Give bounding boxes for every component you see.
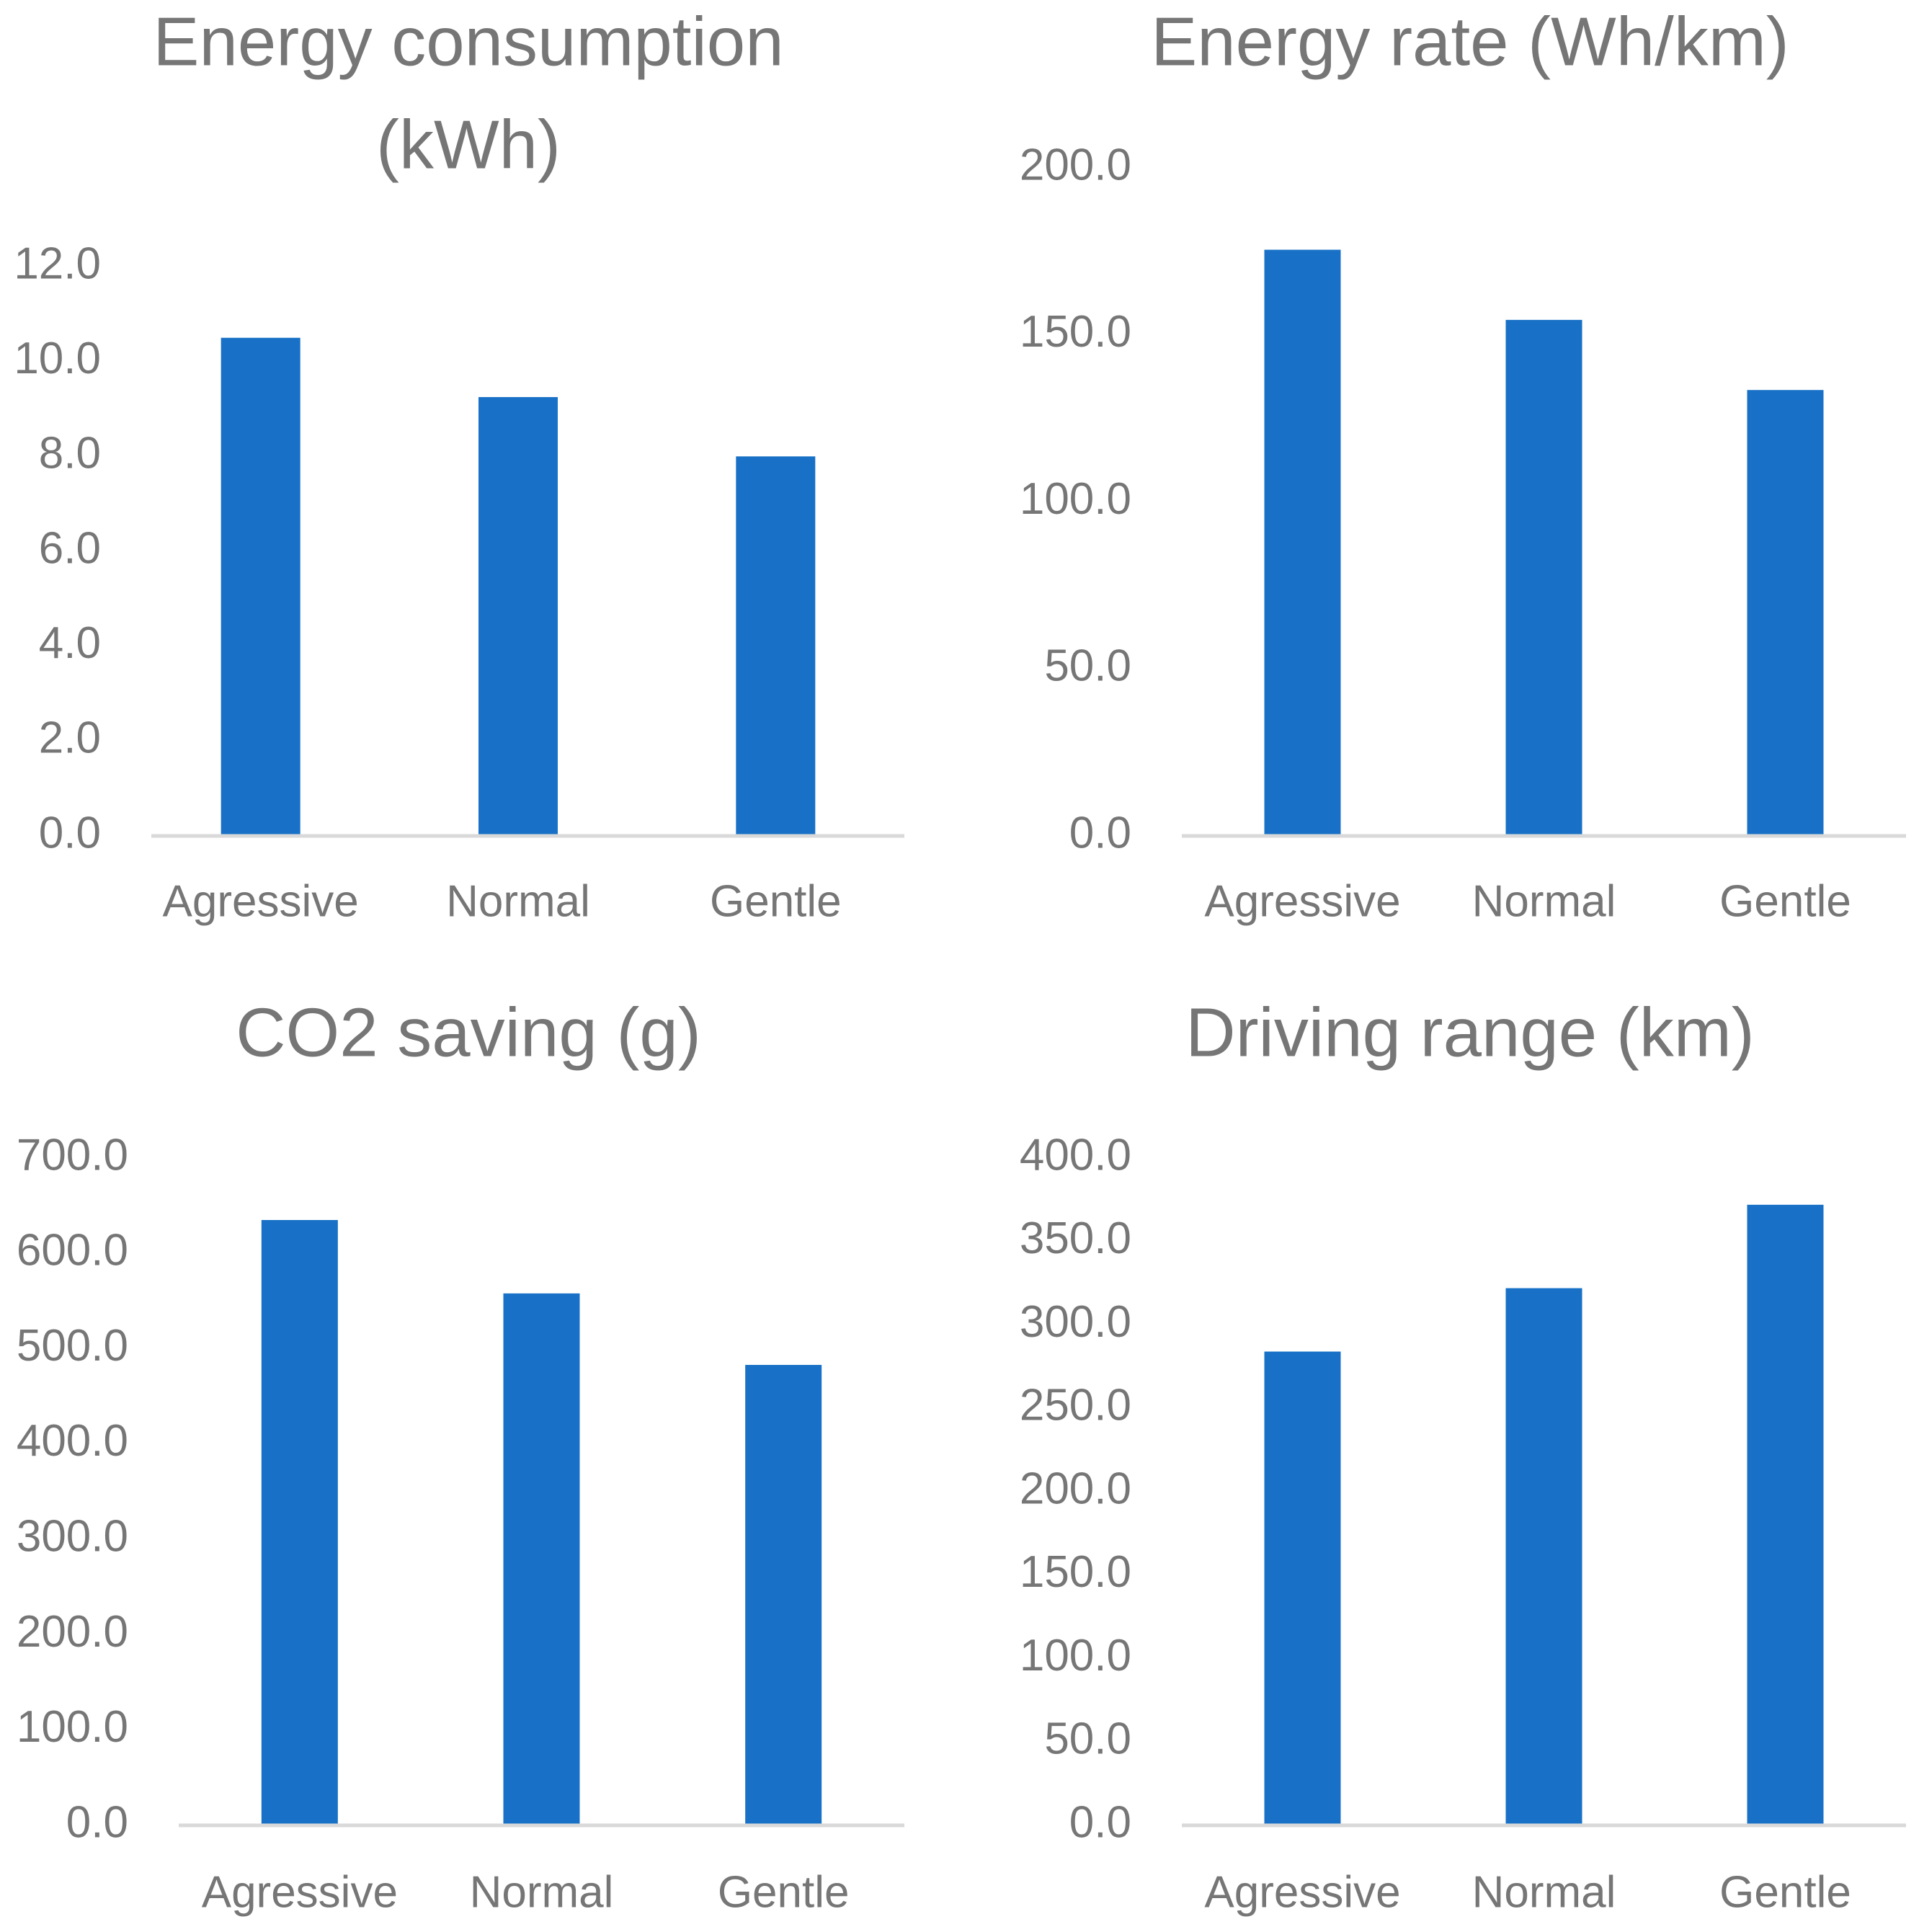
x-category-label: Gentle xyxy=(1719,876,1851,926)
x-category-label: Agressive xyxy=(202,1867,398,1917)
y-tick-label: 10.0 xyxy=(14,334,101,383)
x-category-label: Agressive xyxy=(1204,1867,1400,1917)
chart-title: CO2 saving (g) xyxy=(236,994,701,1071)
panel-co2-saving: CO2 saving (g) 0.0 100.0 200.0 300.0 400.0 500… xyxy=(17,994,904,1917)
panel-driving-range: Driving range (km) 0.0 50.0 100.0 150.0 200.0… xyxy=(1020,994,1906,1917)
x-category-label: Agressive xyxy=(1204,876,1400,926)
y-tick-label: 0.0 xyxy=(66,1797,128,1847)
x-category-label: Normal xyxy=(470,1867,614,1917)
x-category-label: Agressive xyxy=(163,876,359,926)
y-tick-label: 4.0 xyxy=(39,618,101,668)
y-tick-label: 150.0 xyxy=(1020,307,1131,357)
y-tick-label: 50.0 xyxy=(1044,1714,1131,1764)
bar-gentle xyxy=(1747,1204,1824,1825)
chart-title: Energy rate (Wh/km) xyxy=(1151,3,1789,80)
y-tick-label: 600.0 xyxy=(17,1226,128,1276)
y-tick-label: 100.0 xyxy=(1020,1631,1131,1681)
x-category-label: Gentle xyxy=(710,876,842,926)
y-tick-label: 0.0 xyxy=(39,808,101,858)
y-tick-label: 700.0 xyxy=(17,1130,128,1180)
x-category-label: Gentle xyxy=(718,1867,850,1917)
bar-normal xyxy=(503,1293,580,1825)
chart-title: (kWh) xyxy=(376,106,561,183)
y-tick-label: 2.0 xyxy=(39,713,101,763)
chart-title: Energy consumption xyxy=(153,3,783,80)
y-tick-label: 500.0 xyxy=(17,1321,128,1371)
bar-agressive xyxy=(1264,249,1341,836)
panel-energy-rate: Energy rate (Wh/km) 0.0 50.0 100.0 150.0 200.… xyxy=(1020,3,1906,926)
y-tick-label: 400.0 xyxy=(1020,1130,1131,1180)
bar-agressive xyxy=(1264,1351,1341,1825)
bar-gentle xyxy=(1747,390,1824,836)
y-tick-label: 50.0 xyxy=(1044,641,1131,691)
y-tick-label: 300.0 xyxy=(17,1512,128,1562)
bar-agressive xyxy=(221,337,300,836)
y-tick-label: 100.0 xyxy=(17,1702,128,1752)
y-tick-label: 250.0 xyxy=(1020,1381,1131,1430)
y-tick-label: 6.0 xyxy=(39,523,101,573)
x-category-label: Normal xyxy=(446,876,590,926)
bar-normal xyxy=(1505,319,1582,837)
bar-normal xyxy=(1505,1288,1582,1825)
bar-gentle xyxy=(736,456,816,836)
panel-energy-consumption: Energy consumption (kWh) 0.0 2.0 4.0 6.0 8.0 10… xyxy=(14,3,904,926)
chart-title: Driving range (km) xyxy=(1185,994,1755,1071)
y-tick-label: 400.0 xyxy=(17,1416,128,1466)
bar-agressive xyxy=(261,1219,338,1825)
y-tick-label: 100.0 xyxy=(1020,474,1131,524)
x-category-label: Normal xyxy=(1472,1867,1616,1917)
y-tick-label: 200.0 xyxy=(17,1607,128,1657)
y-tick-label: 300.0 xyxy=(1020,1297,1131,1347)
x-category-label: Normal xyxy=(1472,876,1616,926)
y-tick-label: 200.0 xyxy=(1020,1464,1131,1513)
y-tick-label: 0.0 xyxy=(1069,1797,1131,1847)
y-tick-label: 200.0 xyxy=(1020,140,1131,190)
y-tick-label: 8.0 xyxy=(39,429,101,478)
y-tick-label: 0.0 xyxy=(1069,808,1131,858)
y-tick-label: 350.0 xyxy=(1020,1214,1131,1263)
y-tick-label: 12.0 xyxy=(14,239,101,288)
y-tick-label: 150.0 xyxy=(1020,1547,1131,1597)
bar-gentle xyxy=(745,1365,822,1825)
x-category-label: Gentle xyxy=(1719,1867,1851,1917)
bar-normal xyxy=(478,397,558,836)
